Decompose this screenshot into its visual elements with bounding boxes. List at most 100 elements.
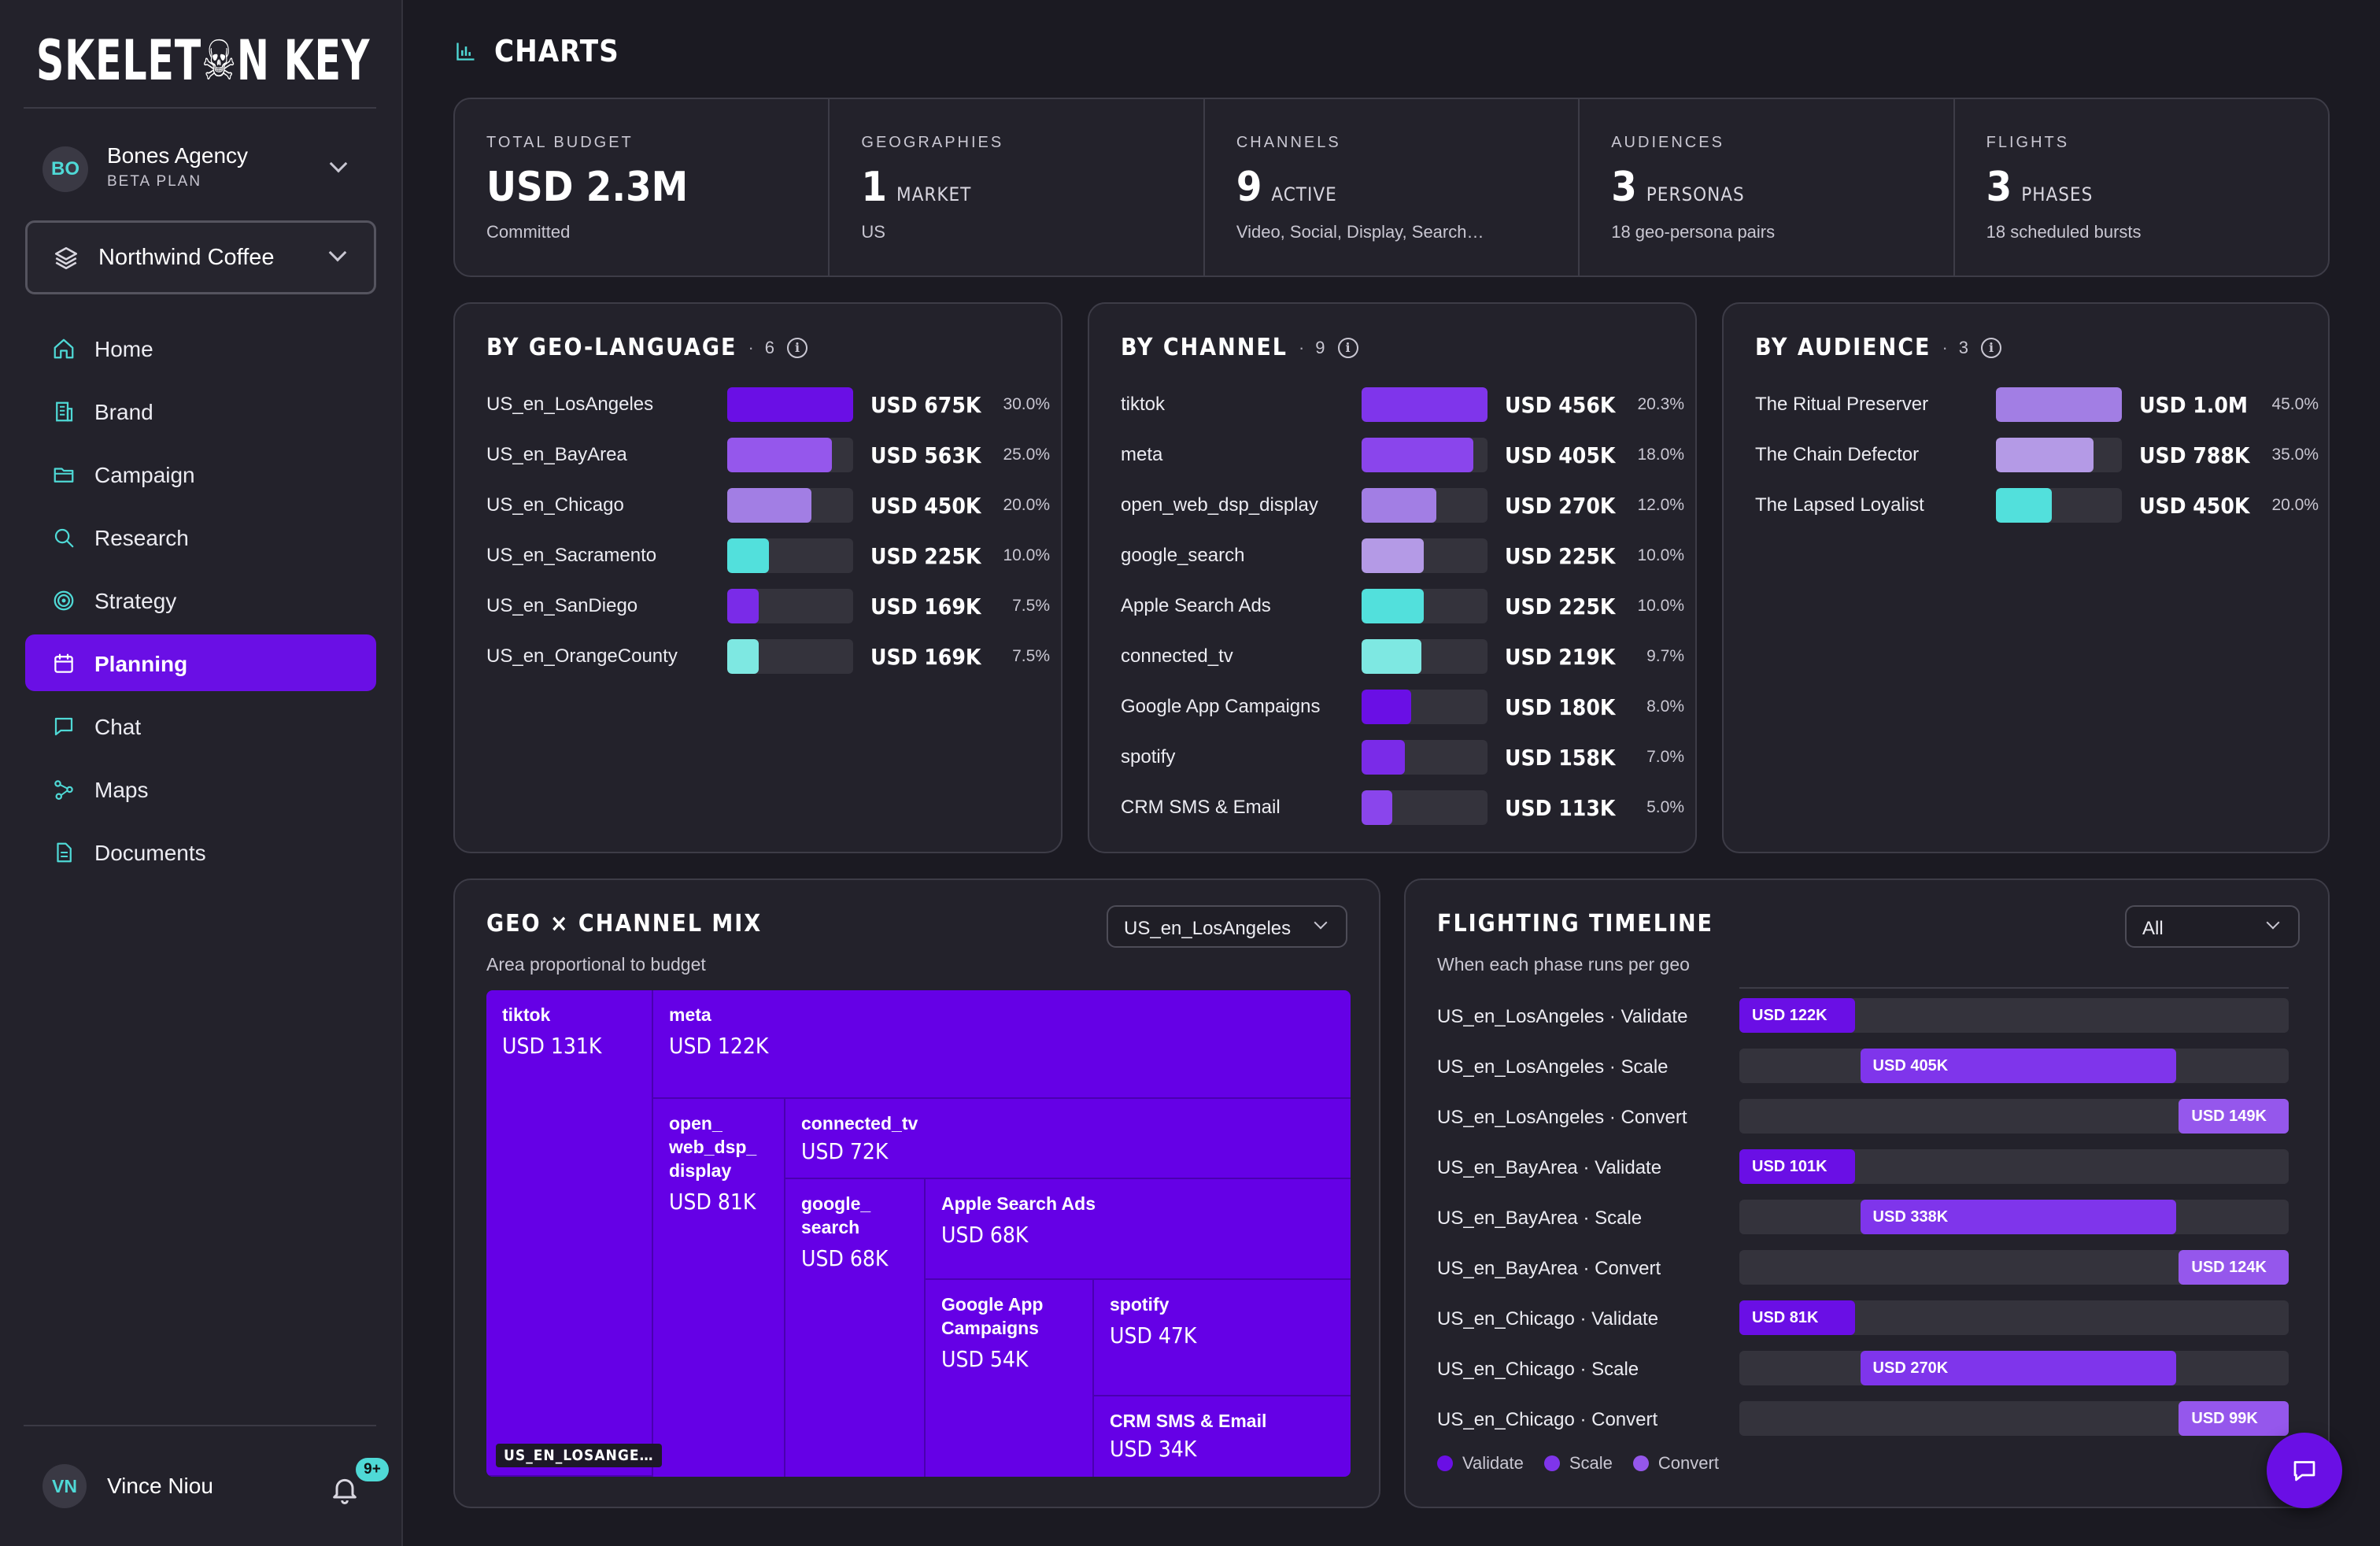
bar-row[interactable]: The Ritual Preserver USD 1.0M 45.0% (1755, 386, 2319, 423)
flight-bar[interactable]: USD 99K (2179, 1401, 2289, 1436)
bar-fill (1362, 790, 1393, 825)
geo-select[interactable]: US_en_LosAngeles (1107, 905, 1347, 948)
bar-row[interactable]: connected_tv USD 219K 9.7% (1121, 638, 1684, 675)
chevron-down-icon (328, 243, 347, 262)
flight-row[interactable]: US_en_Chicago · Scale USD 270K (1437, 1351, 2317, 1389)
flight-bar[interactable]: USD 405K (1860, 1049, 2176, 1083)
bar-fill (1362, 589, 1424, 623)
bar-label: US_en_OrangeCounty (486, 645, 678, 667)
bar-row[interactable]: open_web_dsp_display USD 270K 12.0% (1121, 486, 1684, 524)
treemap-tile-google-app-campaigns[interactable]: Google App Campaigns USD 54K (926, 1280, 1094, 1477)
flight-row[interactable]: US_en_LosAngeles · Validate USD 122K (1437, 998, 2317, 1036)
flight-bar[interactable]: USD 270K (1860, 1351, 2176, 1385)
route-icon (54, 780, 73, 800)
tile-amount: USD 34K (1110, 1436, 1197, 1462)
nav-item-strategy[interactable]: Strategy (25, 571, 376, 628)
bar-percent: 7.5% (1012, 647, 1050, 665)
info-icon[interactable]: i (1981, 337, 2002, 358)
flight-row[interactable]: US_en_BayArea · Convert USD 124K (1437, 1250, 2317, 1288)
bar-row[interactable]: Apple Search Ads USD 225K 10.0% (1121, 587, 1684, 625)
brand-select[interactable]: Northwind Coffee (25, 220, 376, 294)
nav-item-home[interactable]: Home (25, 320, 376, 376)
nav-item-label: Chat (94, 715, 142, 739)
bar-row[interactable]: The Lapsed Loyalist USD 450K 20.0% (1755, 486, 2319, 524)
bar-row[interactable]: US_en_Sacramento USD 225K 10.0% (486, 537, 1050, 575)
flight-row[interactable]: US_en_Chicago · Validate USD 81K (1437, 1300, 2317, 1338)
treemap-tile-spotify[interactable]: spotify USD 47K (1094, 1280, 1351, 1396)
bar-row[interactable]: Google App Campaigns USD 180K 8.0% (1121, 688, 1684, 726)
flight-bar[interactable]: USD 124K (2179, 1250, 2289, 1285)
bar-row[interactable]: US_en_OrangeCounty USD 169K 7.5% (486, 638, 1050, 675)
flight-bar[interactable]: USD 122K (1739, 998, 1855, 1033)
nav-item-brand[interactable]: Brand (25, 383, 376, 439)
bar-percent: 12.0% (1637, 496, 1684, 514)
treemap-tile-google-search[interactable]: google_ search USD 68K (785, 1179, 926, 1477)
flight-bar[interactable]: USD 338K (1860, 1200, 2176, 1234)
user-menu[interactable]: VN Vince Niou 9+ (24, 1447, 389, 1522)
card-subtitle: When each phase runs per geo (1437, 954, 1690, 975)
chevron-down-icon (329, 154, 348, 173)
flight-label: US_en_LosAngeles · Scale (1437, 1056, 1669, 1078)
card-title: BY CHANNEL (1121, 334, 1288, 361)
bar-row[interactable]: US_en_Chicago USD 450K 20.0% (486, 486, 1050, 524)
notification-badge: 9+ (356, 1458, 389, 1481)
bar-row[interactable]: The Chain Defector USD 788K 35.0% (1755, 436, 2319, 474)
bell-icon[interactable] (329, 1474, 360, 1505)
flight-row[interactable]: US_en_LosAngeles · Convert USD 149K (1437, 1099, 2317, 1137)
bar-row[interactable]: US_en_BayArea USD 563K 25.0% (486, 436, 1050, 474)
bar-fill (1362, 538, 1424, 573)
bar-amount: USD 1.0M (2139, 392, 2248, 418)
app-logo[interactable]: SKELET☠N KEY (36, 28, 371, 93)
nav-item-research[interactable]: Research (25, 509, 376, 565)
flighting-timeline-card: FLIGHTING TIMELINE When each phase runs … (1404, 878, 2330, 1508)
bar-fill (1362, 488, 1436, 523)
bar-track (1362, 438, 1488, 472)
bar-amount: USD 225K (1505, 543, 1616, 569)
flight-row[interactable]: US_en_BayArea · Validate USD 101K (1437, 1149, 2317, 1187)
nav-item-planning[interactable]: Planning (25, 634, 376, 691)
treemap-tile-crm-sms-email[interactable]: CRM SMS & Email USD 34K (1094, 1396, 1351, 1477)
phase-filter-select[interactable]: All (2125, 905, 2300, 948)
flight-bar[interactable]: USD 149K (2179, 1099, 2289, 1134)
treemap-tile-connected-tv[interactable]: connected_tv USD 72K (785, 1099, 1351, 1179)
bar-fill (1362, 639, 1422, 674)
nav-item-chat[interactable]: Chat (25, 697, 376, 754)
bar-amount: USD 219K (1505, 644, 1616, 670)
treemap-tile-meta[interactable]: meta USD 122K (653, 990, 1351, 1099)
treemap-tile-apple-search-ads[interactable]: Apple Search Ads USD 68K (926, 1179, 1351, 1280)
org-switcher[interactable]: BO Bones Agency BETA PLAN (24, 131, 378, 206)
nav-item-documents[interactable]: Documents (25, 823, 376, 880)
treemap-tile-tiktok[interactable]: tiktok USD 131K (486, 990, 653, 1477)
nav-item-maps[interactable]: Maps (25, 760, 376, 817)
flight-row[interactable]: US_en_LosAngeles · Scale USD 405K (1437, 1049, 2317, 1086)
chat-fab-button[interactable] (2267, 1433, 2342, 1508)
bar-track (727, 589, 853, 623)
kpi-audiences: AUDIENCES 3 PERSONAS 18 geo-persona pairs (1580, 99, 1955, 276)
bar-label: meta (1121, 444, 1163, 465)
flight-bar[interactable]: USD 101K (1739, 1149, 1855, 1184)
bar-row[interactable]: CRM SMS & Email USD 113K 5.0% (1121, 789, 1684, 827)
flight-label: US_en_BayArea · Validate (1437, 1157, 1662, 1178)
legend-label: Validate (1462, 1453, 1524, 1473)
flight-row[interactable]: US_en_Chicago · Convert USD 99K (1437, 1401, 2317, 1439)
bar-row[interactable]: tiktok USD 456K 20.3% (1121, 386, 1684, 423)
nav-item-campaign[interactable]: Campaign (25, 446, 376, 502)
flight-bar[interactable]: USD 81K (1739, 1300, 1855, 1335)
flight-row[interactable]: US_en_BayArea · Scale USD 338K (1437, 1200, 2317, 1237)
info-icon[interactable]: i (1337, 337, 1358, 358)
bar-label: The Chain Defector (1755, 444, 1920, 465)
bar-row[interactable]: meta USD 405K 18.0% (1121, 436, 1684, 474)
legend-label: Convert (1658, 1453, 1719, 1473)
bar-row[interactable]: US_en_SanDiego USD 169K 7.5% (486, 587, 1050, 625)
bar-row[interactable]: US_en_LosAngeles USD 675K 30.0% (486, 386, 1050, 423)
bar-label: US_en_Chicago (486, 494, 624, 516)
bar-percent: 10.0% (1637, 597, 1684, 615)
separator-dot: · (1298, 337, 1305, 357)
kpi-value: 3 (1986, 164, 2012, 211)
bar-fill (727, 639, 759, 674)
bar-row[interactable]: google_search USD 225K 10.0% (1121, 537, 1684, 575)
bar-row[interactable]: spotify USD 158K 7.0% (1121, 738, 1684, 776)
info-icon[interactable]: i (787, 337, 808, 358)
folder-icon (54, 468, 74, 483)
treemap-tile-open-web-dsp-display[interactable]: open_ web_dsp_ display USD 81K (653, 1099, 785, 1477)
